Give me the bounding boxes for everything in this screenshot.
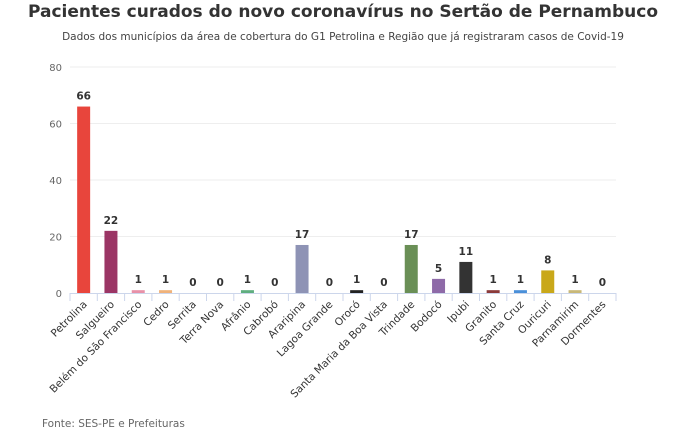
data-label: 17 <box>295 229 310 241</box>
data-label: 0 <box>216 277 223 289</box>
data-label: 1 <box>135 274 142 286</box>
bar <box>350 290 364 293</box>
bar <box>131 290 145 293</box>
data-label: 0 <box>326 277 333 289</box>
chart-source: Fonte: SES-PE e Prefeituras <box>42 418 185 430</box>
data-label: 22 <box>104 215 119 227</box>
data-label: 11 <box>459 246 474 258</box>
data-label: 1 <box>571 274 578 286</box>
data-label: 0 <box>271 277 278 289</box>
bar <box>486 290 500 293</box>
y-tick-label: 80 <box>49 63 62 74</box>
y-tick-label: 0 <box>56 289 62 300</box>
bar <box>77 106 91 293</box>
y-tick-label: 60 <box>49 120 62 131</box>
data-label: 1 <box>244 274 251 286</box>
data-label: 0 <box>189 277 196 289</box>
bar <box>459 261 473 293</box>
data-label: 1 <box>517 274 524 286</box>
bar <box>159 290 173 293</box>
bar <box>432 278 446 293</box>
data-label: 17 <box>404 229 419 241</box>
data-label: 1 <box>353 274 360 286</box>
chart-subtitle: Dados dos municípios da área de cobertur… <box>62 31 624 43</box>
bar <box>404 244 418 293</box>
y-tick-label: 40 <box>49 176 62 187</box>
data-label: 1 <box>162 274 169 286</box>
data-label: 1 <box>489 274 496 286</box>
data-label: 66 <box>76 91 91 103</box>
chart-title: Pacientes curados do novo coronavírus no… <box>27 2 659 22</box>
data-label: 5 <box>435 263 442 275</box>
bar <box>541 270 555 293</box>
data-label: 0 <box>380 277 387 289</box>
data-label: 8 <box>544 254 551 266</box>
bar <box>295 244 309 293</box>
bar <box>513 290 527 293</box>
data-label: 0 <box>599 277 606 289</box>
bar <box>104 230 118 293</box>
y-tick-label: 20 <box>49 233 62 244</box>
bar <box>568 290 582 293</box>
bar <box>240 290 254 293</box>
